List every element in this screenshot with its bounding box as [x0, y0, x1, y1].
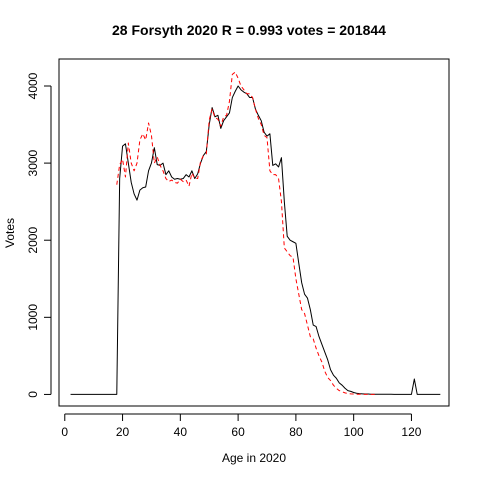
plot-frame	[58, 58, 450, 407]
y-tick-label: 4000	[26, 72, 40, 99]
y-tick-label: 2000	[26, 227, 40, 254]
y-tick-label: 0	[26, 391, 40, 398]
y-tick-label: 3000	[26, 149, 40, 176]
y-tick-label: 1000	[26, 304, 40, 331]
series-layer	[70, 71, 441, 395]
x-tick-label: 20	[116, 425, 130, 439]
y-axis: 0 1000 2000 3000 4000	[26, 72, 52, 398]
x-tick-label: 0	[61, 425, 68, 439]
x-tick-label: 40	[174, 425, 188, 439]
x-tick-label: 100	[344, 425, 364, 439]
x-axis-label: Age in 2020	[222, 451, 286, 465]
series-line-red-dashed	[116, 71, 377, 395]
series-line-black	[70, 85, 441, 395]
x-tick-label: 120	[401, 425, 421, 439]
x-tick-label: 60	[231, 425, 245, 439]
x-tick-label: 80	[289, 425, 303, 439]
chart-title: 28 Forsyth 2020 R = 0.993 votes = 201844	[112, 22, 386, 38]
y-axis-label: Votes	[3, 218, 17, 248]
x-axis: 0 20 40 60 80 100 120	[61, 413, 422, 439]
